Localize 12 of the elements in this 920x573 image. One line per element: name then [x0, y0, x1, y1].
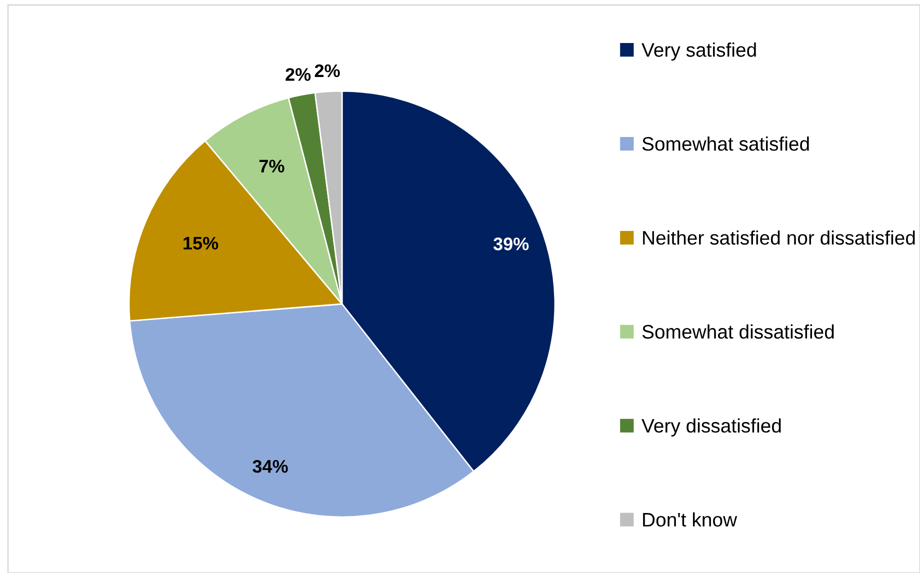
- data-label: 2%: [286, 68, 311, 81]
- legend-label: Somewhat dissatisfied: [642, 324, 834, 339]
- data-label: 15%: [184, 236, 218, 250]
- legend-label: Neither satisfied nor dissatisfied: [643, 230, 915, 245]
- legend-label: Don't know: [643, 512, 738, 527]
- data-label: 34%: [252, 460, 288, 473]
- legend-label: Very satisfied: [642, 42, 756, 61]
- data-label: 39%: [493, 238, 529, 250]
- legend-label: Somewhat satisfied: [642, 136, 809, 151]
- legend-label: Very dissatisfied: [642, 418, 781, 436]
- data-label: 7%: [259, 160, 284, 172]
- data-label: 2%: [314, 64, 340, 78]
